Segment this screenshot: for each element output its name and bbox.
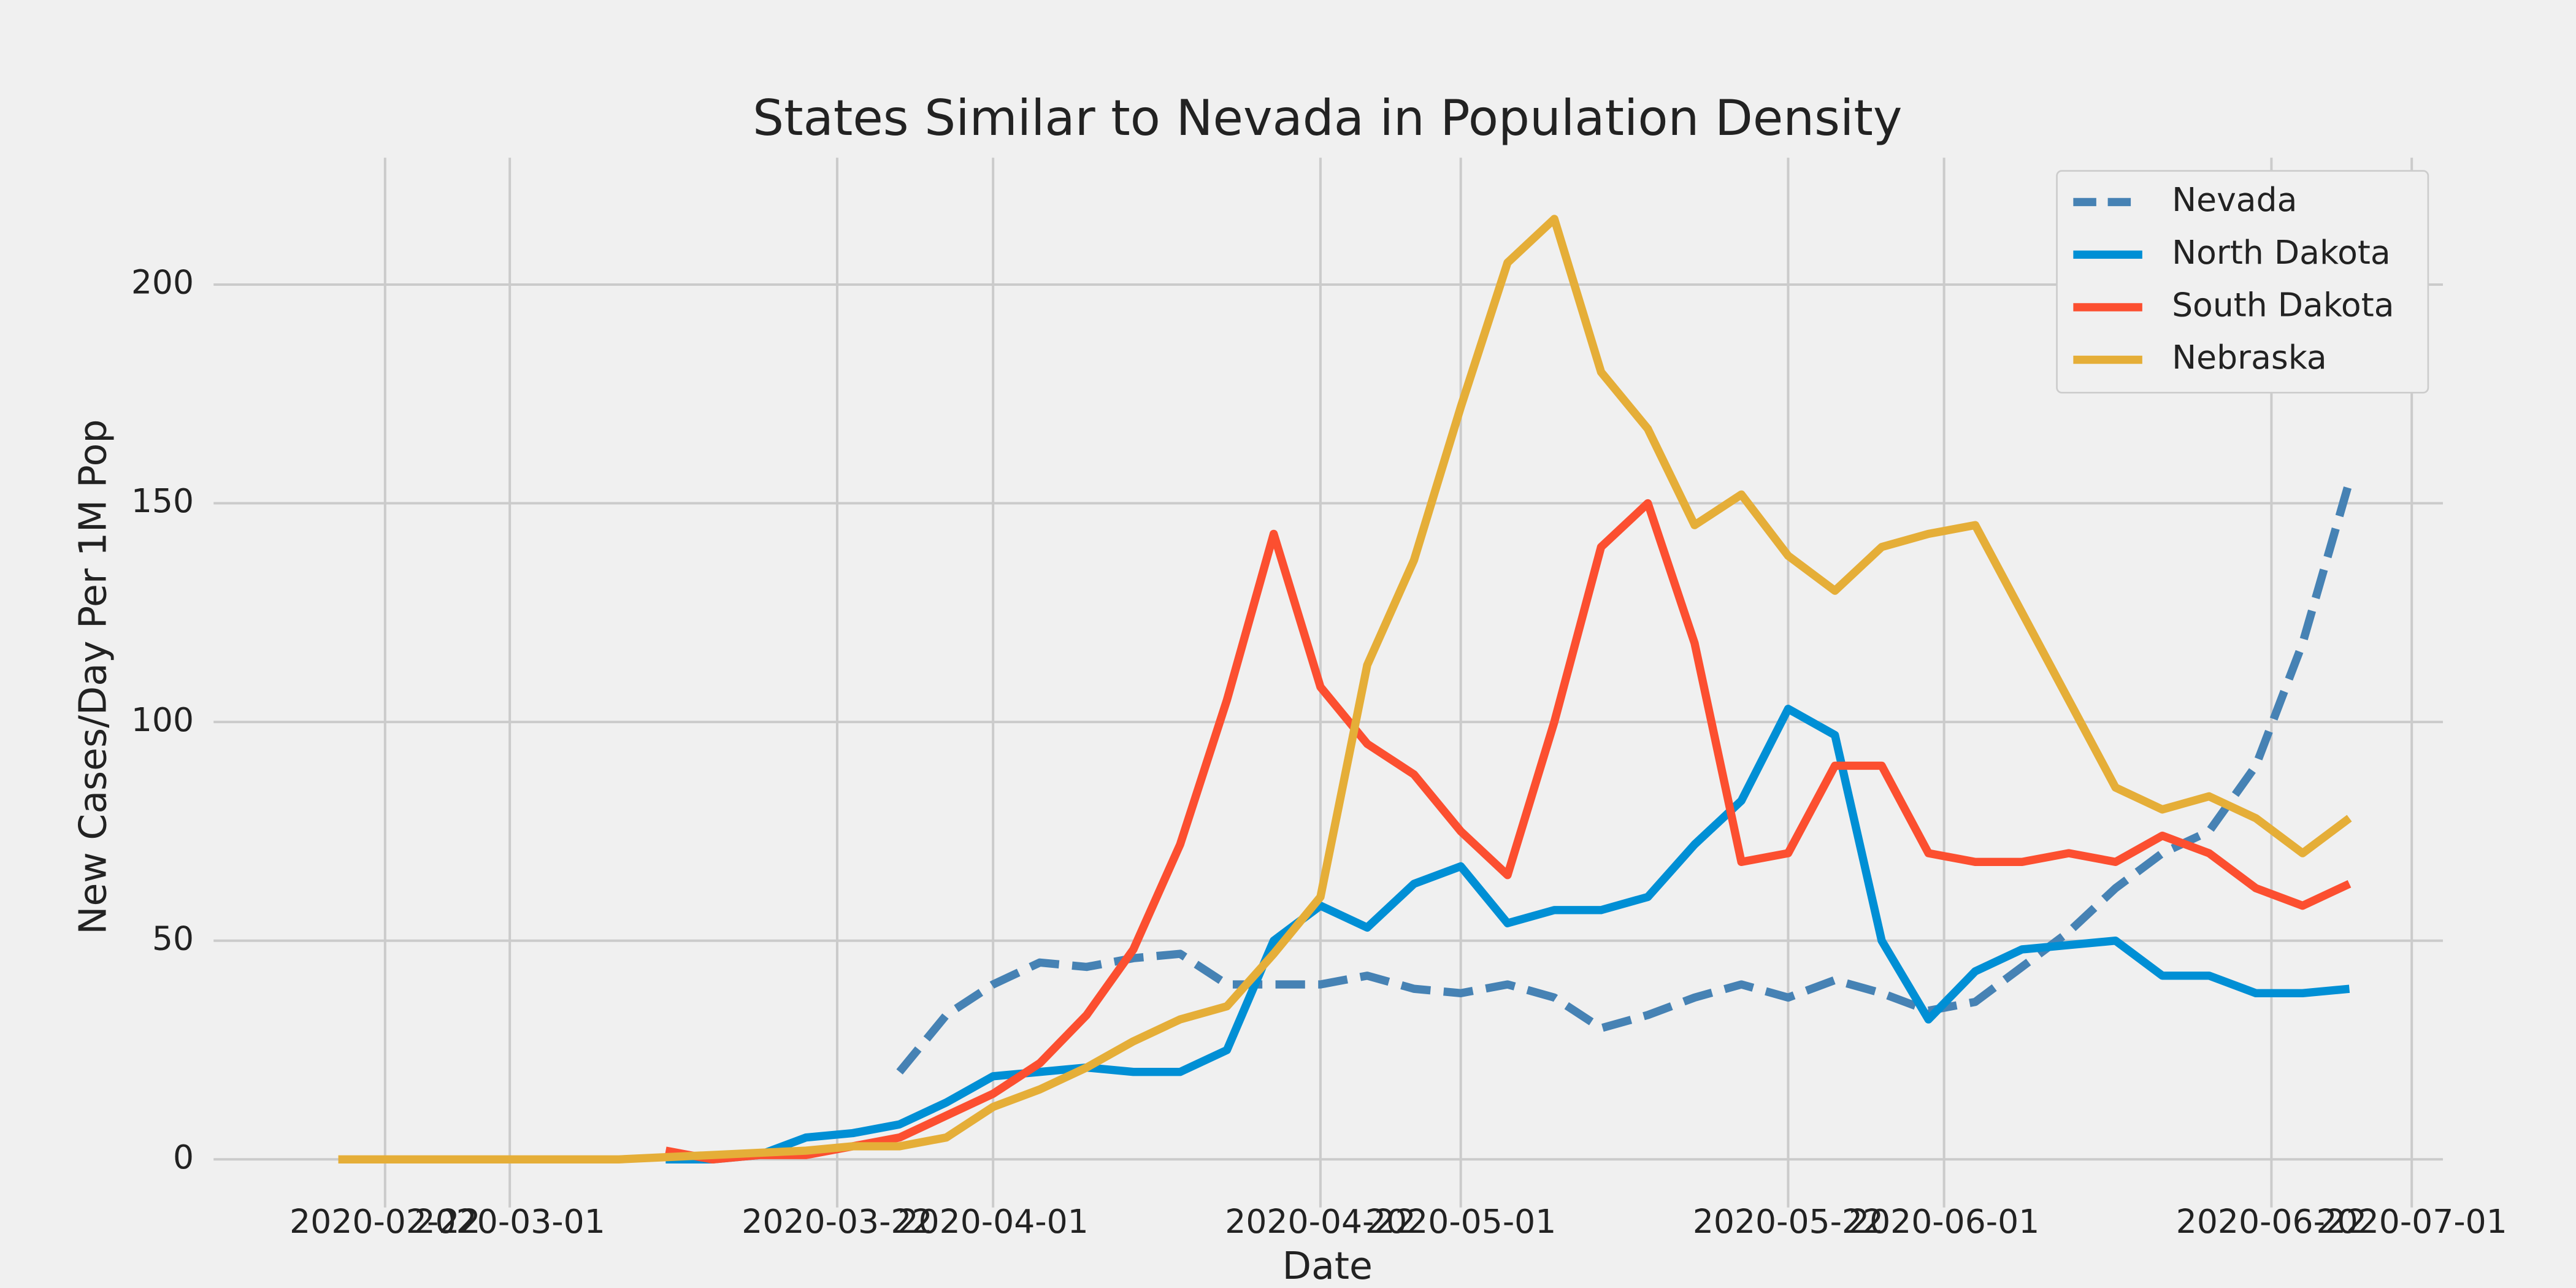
x-tick-label: 2020-07-01 bbox=[2317, 1202, 2507, 1241]
legend: Nevada North Dakota South Dakota Nebraska bbox=[2056, 170, 2429, 394]
x-tick-label: 2020-02-22 bbox=[289, 1202, 480, 1241]
chart-title: States Similar to Nevada in Population D… bbox=[753, 89, 1902, 147]
line-series bbox=[665, 705, 2350, 1163]
x-tick-label: 2020-05-01 bbox=[1365, 1202, 1556, 1241]
legend-label: South Dakota bbox=[2172, 286, 2394, 324]
x-tick-label: 2020-04-22 bbox=[1225, 1202, 1416, 1241]
x-tick-label: 2020-03-01 bbox=[415, 1202, 605, 1241]
y-tick-label: 100 bbox=[131, 700, 194, 739]
x-tick-label: 2020-06-22 bbox=[2176, 1202, 2367, 1241]
y-tick-label: 150 bbox=[131, 481, 194, 520]
legend-label: Nevada bbox=[2172, 180, 2297, 219]
legend-box bbox=[2056, 170, 2429, 394]
y-axis-label: New Cases/Day Per 1M Pop bbox=[71, 420, 115, 935]
x-tick-label: 2020-05-22 bbox=[1693, 1202, 1884, 1241]
x-tick-label: 2020-06-01 bbox=[1849, 1202, 2039, 1241]
line-series bbox=[338, 215, 2352, 1163]
line-series bbox=[896, 480, 2353, 1075]
legend-label: North Dakota bbox=[2172, 233, 2391, 272]
x-axis-label: Date bbox=[1282, 1244, 1373, 1288]
x-tick-label: 2020-04-01 bbox=[897, 1202, 1088, 1241]
y-tick-label: 50 bbox=[152, 919, 194, 957]
y-tick-label: 200 bbox=[131, 263, 194, 302]
y-tick-label: 0 bbox=[173, 1138, 194, 1176]
line-series bbox=[665, 499, 2352, 1163]
legend-label: Nebraska bbox=[2172, 338, 2327, 377]
x-tick-label: 2020-03-22 bbox=[742, 1202, 932, 1241]
